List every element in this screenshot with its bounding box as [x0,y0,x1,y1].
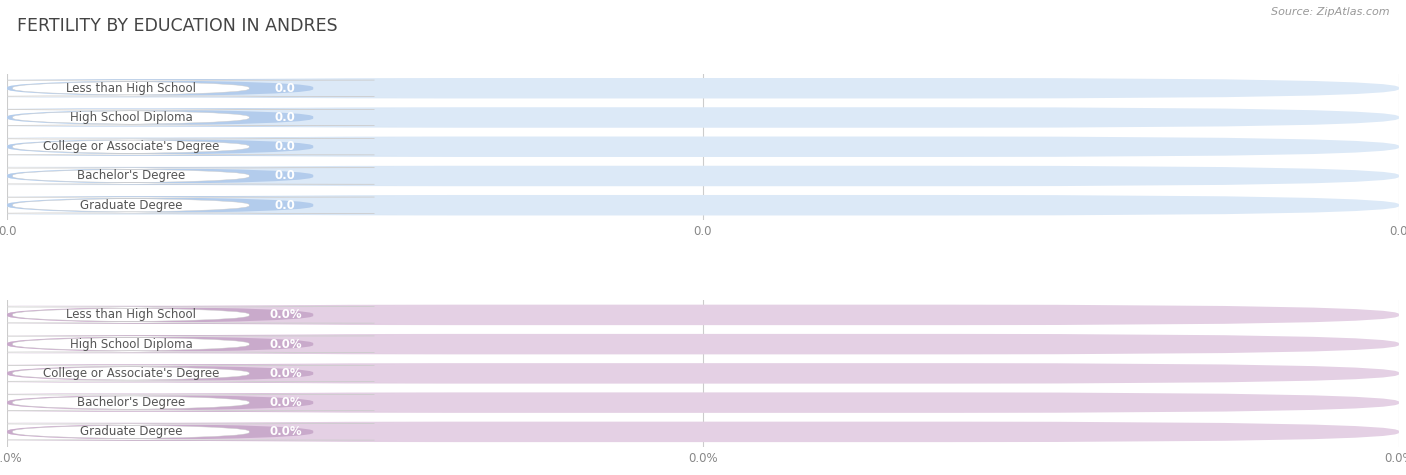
FancyBboxPatch shape [7,304,1399,325]
FancyBboxPatch shape [0,197,374,213]
FancyBboxPatch shape [7,195,1399,216]
FancyBboxPatch shape [7,136,1399,157]
Text: 0.0%: 0.0% [269,426,302,438]
Text: 0.0%: 0.0% [269,338,302,351]
FancyBboxPatch shape [7,107,1399,128]
FancyBboxPatch shape [0,336,374,352]
FancyBboxPatch shape [7,422,1399,442]
FancyBboxPatch shape [0,394,396,412]
FancyBboxPatch shape [7,392,1399,413]
FancyBboxPatch shape [0,394,374,411]
FancyBboxPatch shape [0,364,396,382]
FancyBboxPatch shape [0,196,396,214]
FancyBboxPatch shape [0,168,374,184]
Text: 0.0%: 0.0% [269,308,302,322]
FancyBboxPatch shape [7,78,1399,98]
FancyBboxPatch shape [0,306,396,324]
Text: 0.0: 0.0 [276,170,295,182]
Text: 0.0%: 0.0% [269,396,302,409]
Text: High School Diploma: High School Diploma [69,338,193,351]
Text: College or Associate's Degree: College or Associate's Degree [42,367,219,380]
Text: Less than High School: Less than High School [66,82,195,95]
Text: 0.0: 0.0 [276,111,295,124]
Text: 0.0%: 0.0% [269,367,302,380]
FancyBboxPatch shape [0,307,374,323]
Text: FERTILITY BY EDUCATION IN ANDRES: FERTILITY BY EDUCATION IN ANDRES [17,17,337,35]
Text: 0.0: 0.0 [276,82,295,95]
Text: Bachelor's Degree: Bachelor's Degree [77,170,186,182]
Text: 0.0: 0.0 [276,199,295,212]
FancyBboxPatch shape [0,167,396,185]
FancyBboxPatch shape [0,365,374,381]
FancyBboxPatch shape [0,138,396,156]
Text: Graduate Degree: Graduate Degree [80,199,183,212]
FancyBboxPatch shape [0,335,396,353]
FancyBboxPatch shape [0,424,374,440]
Text: College or Associate's Degree: College or Associate's Degree [42,140,219,153]
FancyBboxPatch shape [0,139,374,155]
FancyBboxPatch shape [0,108,396,126]
FancyBboxPatch shape [7,166,1399,186]
FancyBboxPatch shape [7,363,1399,384]
Text: Bachelor's Degree: Bachelor's Degree [77,396,186,409]
FancyBboxPatch shape [0,80,374,96]
Text: High School Diploma: High School Diploma [69,111,193,124]
FancyBboxPatch shape [0,109,374,126]
Text: Less than High School: Less than High School [66,308,195,322]
FancyBboxPatch shape [7,334,1399,354]
FancyBboxPatch shape [0,79,396,97]
Text: Graduate Degree: Graduate Degree [80,426,183,438]
FancyBboxPatch shape [0,423,396,441]
Text: 0.0: 0.0 [276,140,295,153]
Text: Source: ZipAtlas.com: Source: ZipAtlas.com [1271,7,1389,17]
